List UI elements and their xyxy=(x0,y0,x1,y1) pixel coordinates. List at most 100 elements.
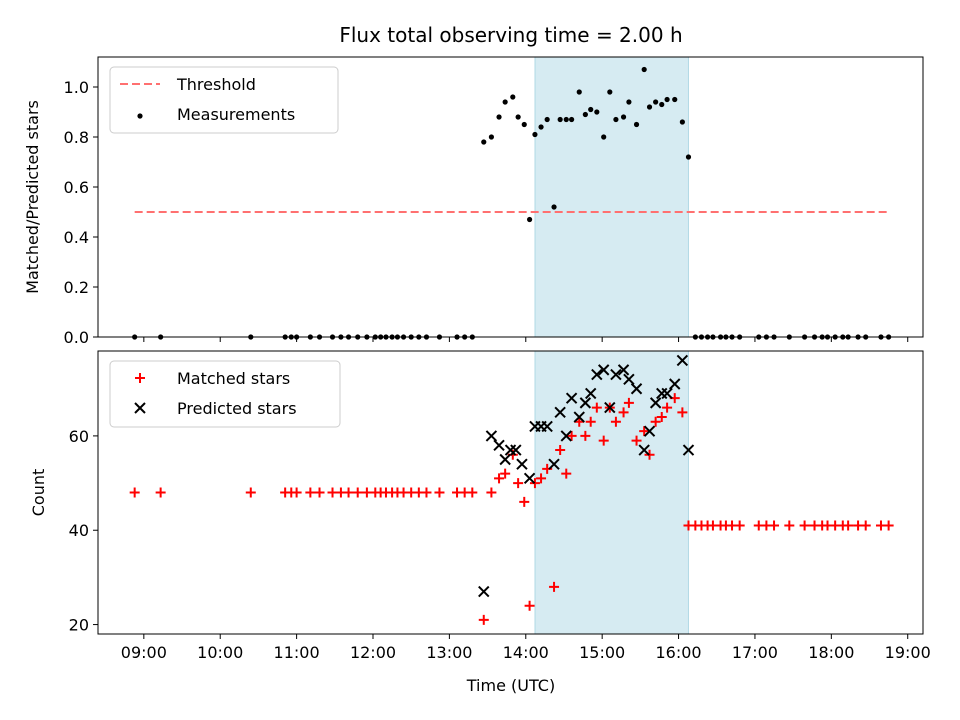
x-tick-label: 13:00 xyxy=(426,643,472,662)
legend-swatch xyxy=(137,113,143,119)
data-point xyxy=(662,402,673,413)
data-point xyxy=(502,99,508,105)
data-point xyxy=(478,585,490,598)
data-point xyxy=(644,449,655,460)
data-point xyxy=(661,387,673,400)
x-tick-label: 12:00 xyxy=(350,643,396,662)
data-point xyxy=(682,444,695,456)
y-tick-label: 20 xyxy=(69,616,89,635)
data-point xyxy=(784,520,795,531)
data-point xyxy=(594,109,600,115)
data-point xyxy=(576,89,582,95)
data-point xyxy=(541,420,553,433)
data-point xyxy=(677,407,688,418)
data-point xyxy=(524,600,535,611)
legend: Threshold Measurements xyxy=(109,66,339,134)
data-point xyxy=(565,392,578,404)
data-point xyxy=(245,487,256,498)
y-tick-label: 0.6 xyxy=(64,178,89,197)
data-point xyxy=(500,468,511,479)
data-point xyxy=(626,99,632,105)
data-point xyxy=(548,458,560,470)
y-axis-label: Matched/Predicted stars xyxy=(23,100,42,294)
data-point xyxy=(561,468,572,479)
data-point xyxy=(566,430,577,441)
data-point xyxy=(653,99,659,105)
data-point xyxy=(676,354,689,367)
data-point xyxy=(343,487,354,498)
data-point xyxy=(555,445,566,456)
data-point xyxy=(650,416,661,427)
data-point xyxy=(544,116,550,123)
legend-label: Measurements xyxy=(177,105,295,124)
x-axis-label: Time (UTC) xyxy=(466,676,555,695)
data-point xyxy=(641,66,647,73)
axes-frame xyxy=(97,350,924,635)
y-tick-label: 0.4 xyxy=(64,228,89,247)
data-point xyxy=(361,487,372,498)
x-tick-label: 17:00 xyxy=(732,643,778,662)
legend-label: Threshold xyxy=(176,75,256,94)
data-point xyxy=(769,520,780,531)
data-point xyxy=(669,378,681,390)
data-point xyxy=(638,444,650,456)
data-point xyxy=(633,121,640,128)
data-point xyxy=(560,430,572,442)
legend-swatch xyxy=(135,373,145,383)
data-point xyxy=(734,520,745,531)
data-point xyxy=(613,116,619,123)
x-tick-label: 09:00 xyxy=(121,643,167,662)
data-point xyxy=(617,364,630,376)
data-point xyxy=(557,116,563,123)
legend: Matched stars Predicted stars xyxy=(109,360,341,428)
data-point xyxy=(591,368,603,381)
legend-box xyxy=(109,66,339,134)
data-point xyxy=(488,134,495,140)
legend-swatch xyxy=(134,402,146,414)
data-point xyxy=(883,520,894,531)
x-tick-label: 18:00 xyxy=(808,643,854,662)
data-point xyxy=(601,134,607,140)
data-point xyxy=(352,487,363,498)
data-point xyxy=(563,116,569,123)
data-point xyxy=(516,458,528,470)
y-tick-label: 0.2 xyxy=(64,278,89,297)
data-point xyxy=(526,216,533,223)
data-point xyxy=(496,114,502,120)
legend-label: Matched stars xyxy=(177,369,290,388)
data-point xyxy=(536,473,547,484)
data-point xyxy=(554,406,566,419)
data-point xyxy=(421,487,432,498)
data-point xyxy=(481,139,487,145)
data-point xyxy=(659,101,665,108)
data-point xyxy=(580,430,591,441)
data-point xyxy=(618,407,629,418)
data-point xyxy=(646,104,653,110)
data-point xyxy=(672,96,678,103)
y-axis-label: Count xyxy=(29,469,48,517)
data-point xyxy=(291,487,302,498)
y-tick-label: 1.0 xyxy=(64,78,89,97)
panel-2: 09:00 10:00 11:00 12:00 13:00 14:00 15:00 16:00… xyxy=(29,350,931,662)
data-point xyxy=(485,430,498,442)
y-tick-label: 60 xyxy=(69,427,89,446)
chart-title: Flux total observing time = 2.00 h xyxy=(339,23,682,47)
data-point xyxy=(630,383,643,395)
data-point xyxy=(493,439,505,452)
data-point xyxy=(434,487,445,498)
data-point xyxy=(620,114,627,120)
data-point xyxy=(467,487,478,498)
data-point xyxy=(513,478,524,489)
data-point xyxy=(478,614,489,625)
data-point xyxy=(494,473,505,484)
data-point xyxy=(604,401,616,414)
data-point xyxy=(843,520,854,531)
data-point xyxy=(579,397,592,409)
data-point xyxy=(523,472,536,485)
data-point xyxy=(643,425,656,437)
axes-frame xyxy=(97,56,924,338)
legend-box xyxy=(109,360,341,428)
x-tick-label: 10:00 xyxy=(197,643,243,662)
x-tick-label: 16:00 xyxy=(656,643,702,662)
